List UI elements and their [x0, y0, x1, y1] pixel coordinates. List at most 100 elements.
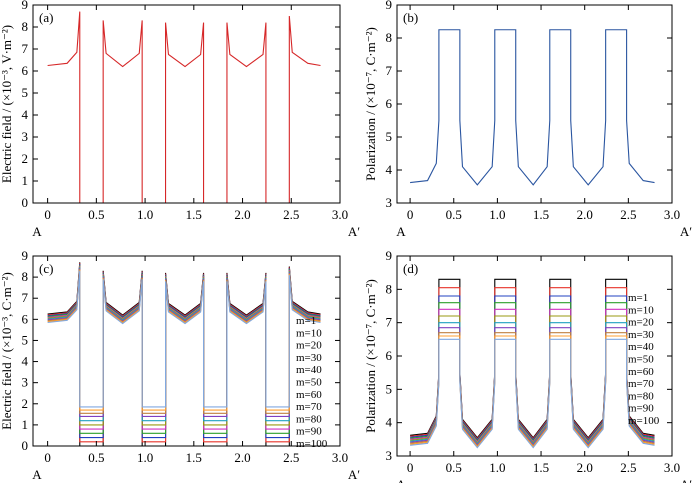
x-tick-label: 2.0	[577, 207, 593, 222]
x-tick-label: 0.5	[446, 207, 462, 222]
x-tick-label: 2.0	[577, 460, 593, 475]
data-line	[47, 269, 321, 414]
y-tick-label: 4	[386, 415, 393, 430]
x-tick-label: 2.5	[283, 450, 299, 465]
data-line	[410, 29, 655, 186]
y-tick-label: 9	[22, 0, 29, 12]
x-tick-label: 2.5	[283, 207, 299, 222]
data-line	[410, 332, 655, 447]
legend-entry: m=40	[296, 364, 322, 376]
data-line	[410, 308, 655, 443]
legend-entry: m=30	[628, 329, 654, 341]
y-tick-label: 2	[22, 151, 29, 166]
data-line	[47, 263, 321, 439]
data-line	[47, 267, 321, 422]
x-tick-label: 1.0	[489, 460, 505, 475]
legend-entry: m=50	[296, 377, 322, 389]
data-line	[47, 266, 321, 426]
y-tick-label: 4	[22, 107, 29, 122]
plot-frame	[32, 255, 341, 447]
y-tick-label: 9	[22, 248, 29, 263]
legend-entry: m=1	[628, 292, 648, 304]
y-tick-label: 7	[22, 41, 29, 56]
legend-entry: m=50	[628, 354, 654, 366]
x-tick-label: 3.0	[332, 207, 348, 222]
legend-entry: m=30	[296, 352, 322, 364]
start-label: A	[396, 224, 406, 239]
data-line	[410, 335, 655, 448]
start-label: A	[396, 477, 406, 483]
panel-label: (c)	[39, 261, 53, 276]
y-tick-label: 5	[386, 129, 393, 144]
x-tick-label: 3.0	[332, 450, 348, 465]
y-tick-label: 8	[22, 269, 29, 284]
y-tick-label: 6	[386, 348, 393, 363]
x-tick-label: 2.0	[234, 450, 250, 465]
y-tick-label: 5	[22, 332, 29, 347]
data-line	[410, 287, 655, 440]
data-line	[47, 264, 321, 434]
legend-entry: m=40	[628, 341, 654, 353]
x-tick-label: 1.0	[137, 450, 153, 465]
y-tick-label: 6	[22, 63, 29, 78]
y-tick-label: 7	[386, 315, 393, 330]
y-axis-label: Polarization / (×10⁻⁷, C·m⁻²)	[363, 279, 378, 433]
x-tick-label: 1.5	[186, 450, 202, 465]
x-tick-label: 0.5	[88, 207, 104, 222]
y-tick-label: 4	[386, 162, 393, 177]
legend-entry: m=20	[296, 340, 322, 352]
start-label: A	[32, 467, 42, 482]
x-tick-label: 3.0	[664, 207, 680, 222]
x-tick-label: 1.5	[533, 207, 549, 222]
x-tick-label: 1.5	[533, 460, 549, 475]
end-label: A′	[348, 224, 360, 239]
legend-entry: m=90	[628, 403, 654, 415]
y-tick-label: 9	[386, 248, 393, 263]
panel-label: (a)	[39, 10, 53, 25]
x-tick-label: 1.0	[489, 207, 505, 222]
data-line	[410, 315, 655, 444]
x-tick-label: 2.5	[620, 207, 636, 222]
panel-label: (d)	[403, 261, 418, 276]
legend-entry: m=10	[296, 327, 322, 339]
y-tick-label: 8	[386, 281, 393, 296]
plot-frame	[32, 4, 341, 204]
legend-entry: m=100	[628, 415, 660, 427]
x-tick-label: 0	[44, 450, 51, 465]
data-line	[410, 327, 655, 446]
legend-entry: m=80	[296, 413, 322, 425]
data-line	[47, 262, 321, 447]
y-tick-label: 0	[22, 195, 29, 210]
y-tick-label: 1	[22, 417, 29, 432]
legend-entry: m=60	[628, 366, 654, 378]
legend-entry: m=80	[628, 390, 654, 402]
data-line	[410, 338, 655, 449]
data-line	[410, 278, 655, 439]
plot-frame	[396, 4, 673, 204]
end-label: A′	[680, 477, 692, 483]
x-tick-label: 0	[407, 207, 414, 222]
y-axis-label: Electric field / (×10⁻³, V·m⁻²)	[0, 25, 14, 183]
data-line	[47, 269, 321, 411]
y-tick-label: 2	[22, 396, 29, 411]
legend-entry: m=70	[296, 401, 322, 413]
data-line	[410, 322, 655, 445]
y-tick-label: 3	[386, 195, 393, 210]
y-tick-label: 7	[22, 290, 29, 305]
end-label: A′	[680, 224, 692, 239]
y-tick-label: 5	[22, 85, 29, 100]
x-tick-label: 0	[407, 460, 414, 475]
y-axis-label: Electric field / (×10⁻³, C·m⁻²)	[0, 272, 14, 430]
y-tick-label: 9	[386, 0, 393, 12]
y-axis-label: Polarization / (×10⁻⁷, C·m⁻²)	[363, 27, 378, 181]
data-line	[47, 270, 321, 408]
y-tick-label: 4	[22, 354, 29, 369]
x-tick-label: 1.5	[186, 207, 202, 222]
data-line	[47, 268, 321, 417]
y-tick-label: 1	[22, 173, 29, 188]
legend-entry: m=1	[296, 315, 316, 327]
y-tick-label: 8	[22, 19, 29, 34]
legend-entry: m=100	[296, 438, 328, 450]
data-line	[410, 302, 655, 442]
